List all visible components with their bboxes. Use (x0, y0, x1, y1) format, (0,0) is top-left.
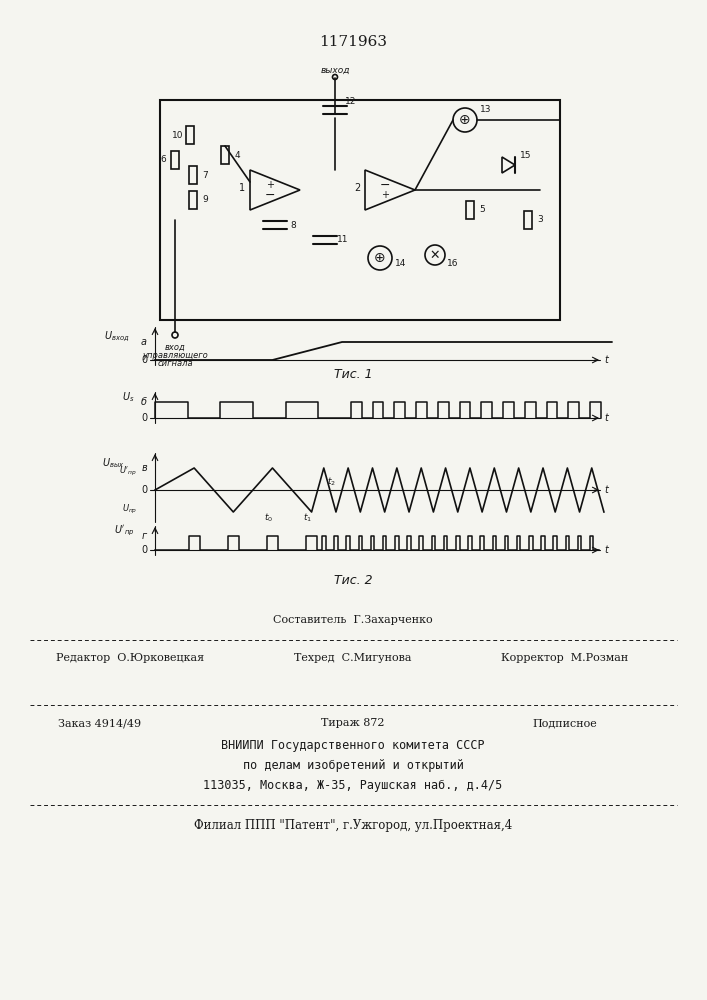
Text: по делам изобретений и открытий: по делам изобретений и открытий (243, 758, 463, 772)
Text: ⊕: ⊕ (374, 251, 386, 265)
Text: Τис. 1: Τис. 1 (334, 368, 373, 381)
Text: $U_{вых}$: $U_{вых}$ (103, 456, 125, 470)
Text: 14: 14 (395, 258, 407, 267)
Text: в: в (141, 463, 147, 473)
Text: 5: 5 (479, 206, 485, 215)
Bar (466, 201, 474, 219)
Text: Тираж 872: Тираж 872 (321, 718, 385, 728)
Text: ВНИИПИ Государственного комитета СССР: ВНИИПИ Государственного комитета СССР (221, 738, 485, 752)
Text: $t_1$: $t_1$ (303, 512, 312, 524)
Text: 3: 3 (537, 216, 543, 225)
Text: +: + (266, 180, 274, 190)
Text: 1171963: 1171963 (319, 35, 387, 49)
Text: 4: 4 (234, 150, 240, 159)
Text: 16: 16 (447, 258, 459, 267)
Text: $t_0$: $t_0$ (264, 512, 273, 524)
Text: 12: 12 (345, 98, 356, 106)
Text: 13: 13 (480, 105, 491, 114)
Text: 113035, Москва, Ж-35, Раушская наб., д.4/5: 113035, Москва, Ж-35, Раушская наб., д.4… (204, 778, 503, 792)
Text: вход: вход (165, 343, 185, 352)
Text: ⊕: ⊕ (459, 113, 471, 127)
Bar (189, 191, 197, 209)
Bar (171, 151, 179, 169)
Text: сигнала: сигнала (157, 359, 193, 368)
Text: б: б (141, 397, 147, 407)
Text: +: + (381, 190, 389, 200)
Text: управляющего: управляющего (142, 351, 208, 360)
Text: 10: 10 (173, 130, 184, 139)
Text: 11: 11 (337, 235, 349, 244)
Text: 6: 6 (160, 155, 166, 164)
Text: 0: 0 (141, 485, 147, 495)
Text: 2: 2 (354, 183, 360, 193)
Text: Корректор  М.Розман: Корректор М.Розман (501, 653, 629, 663)
Text: Техред  С.Мигунова: Техред С.Мигунова (294, 653, 411, 663)
Bar (189, 166, 197, 184)
Text: 7: 7 (202, 170, 208, 180)
Text: $U_{вход}$: $U_{вход}$ (105, 330, 130, 344)
Text: 15: 15 (520, 150, 532, 159)
Text: $t_2$: $t_2$ (327, 476, 336, 488)
Text: t: t (604, 355, 608, 365)
Text: 0: 0 (141, 545, 147, 555)
Text: $U'_{пр}$: $U'_{пр}$ (119, 464, 137, 478)
Text: 9: 9 (202, 196, 208, 205)
Text: Подписное: Подписное (532, 718, 597, 728)
Text: Филиал ППП "Патент", г.Ужгород, ул.Проектная,4: Филиал ППП "Патент", г.Ужгород, ул.Проек… (194, 818, 512, 832)
Text: 0: 0 (141, 355, 147, 365)
Text: −: − (380, 178, 390, 192)
Text: 1: 1 (239, 183, 245, 193)
Text: Заказ 4914/49: Заказ 4914/49 (59, 718, 141, 728)
Text: выход: выход (320, 66, 350, 75)
Text: Составитель  Г.Захарченко: Составитель Г.Захарченко (273, 615, 433, 625)
Text: 0: 0 (141, 413, 147, 423)
Bar (186, 126, 194, 144)
Text: −: − (264, 188, 275, 202)
Text: $U_s$: $U_s$ (122, 390, 135, 404)
Text: a: a (141, 337, 147, 347)
Text: ✕: ✕ (430, 248, 440, 261)
Text: $U'_{пр}$: $U'_{пр}$ (115, 524, 135, 538)
Text: г: г (142, 531, 147, 541)
Bar (160, 100, 560, 320)
Text: Τис. 2: Τис. 2 (334, 574, 373, 586)
Text: Редактор  О.Юрковецкая: Редактор О.Юрковецкая (56, 653, 204, 663)
Text: t: t (604, 545, 608, 555)
Bar (221, 146, 229, 164)
Text: 8: 8 (290, 221, 296, 230)
Bar (524, 211, 532, 229)
Text: $U_{пр}$: $U_{пр}$ (122, 502, 137, 516)
Text: t: t (604, 485, 608, 495)
Text: t: t (604, 413, 608, 423)
